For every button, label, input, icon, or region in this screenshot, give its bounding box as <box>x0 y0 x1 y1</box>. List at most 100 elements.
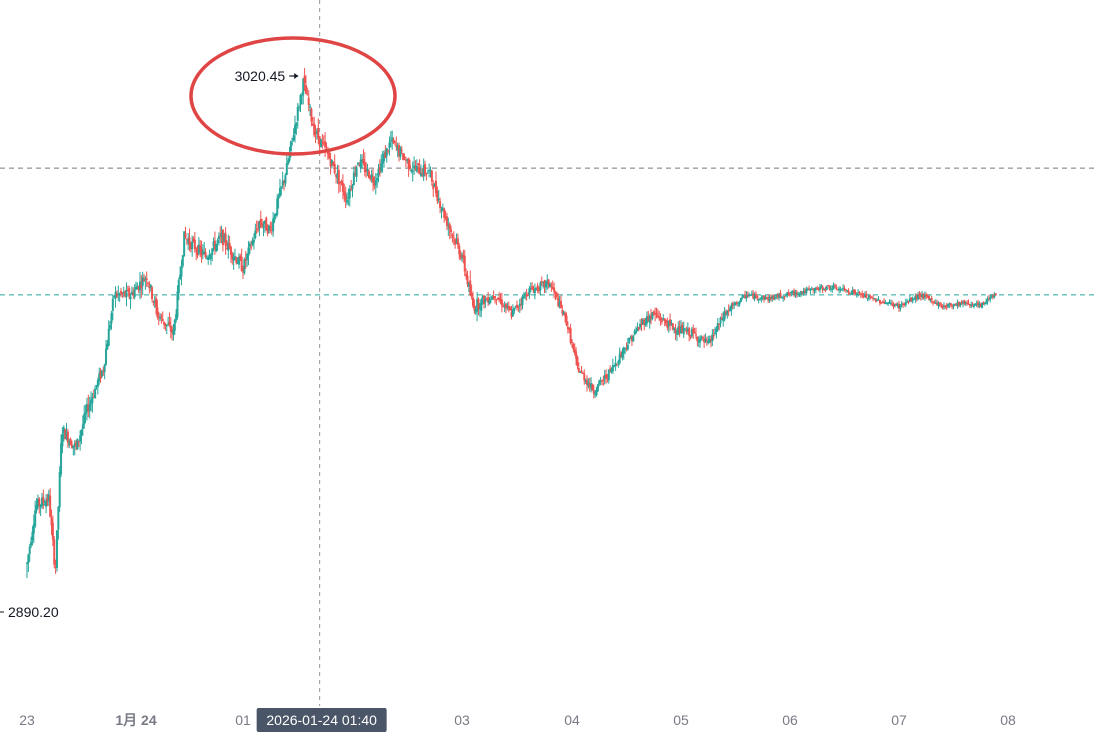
candle-body <box>80 430 83 436</box>
candle <box>27 553 30 572</box>
candle <box>752 289 755 300</box>
candle-body <box>883 301 886 304</box>
candle-body <box>818 287 821 291</box>
candle-body <box>963 300 966 305</box>
candle-body <box>712 335 715 337</box>
candle <box>933 300 936 304</box>
candle <box>452 231 455 246</box>
candle <box>937 301 940 309</box>
candle-body <box>136 287 139 290</box>
candle <box>455 233 458 245</box>
candle-body <box>439 201 442 209</box>
candle-body <box>907 301 910 303</box>
candle-body <box>117 293 120 295</box>
horizontal-lines-layer <box>0 167 1097 296</box>
candle-body <box>630 336 633 342</box>
candle <box>132 287 135 299</box>
candle-body <box>895 303 898 306</box>
candle-body <box>199 245 202 250</box>
candle-body <box>317 127 320 139</box>
candle-body <box>771 296 774 299</box>
candle-body <box>767 298 770 301</box>
candle-body <box>514 305 517 307</box>
candle <box>914 293 917 303</box>
candle-body <box>564 312 567 317</box>
candle <box>754 291 757 299</box>
candle <box>917 291 920 301</box>
candle <box>912 297 915 300</box>
candle-body <box>802 291 805 294</box>
candle-body <box>536 285 539 290</box>
candle-body <box>816 287 819 290</box>
candle-body <box>862 295 865 297</box>
candle <box>704 333 707 344</box>
candle <box>611 358 614 375</box>
candle-body <box>443 208 446 218</box>
candle-body <box>27 554 30 564</box>
candle-body <box>700 336 703 339</box>
candle <box>469 270 472 297</box>
candle-body <box>94 388 97 399</box>
candle-body <box>644 322 647 325</box>
candle <box>705 336 708 346</box>
candle <box>925 292 928 300</box>
candle <box>348 185 351 207</box>
x-tick-label: 04 <box>564 712 580 728</box>
candle <box>810 286 813 291</box>
candle-body <box>347 197 350 199</box>
candle <box>798 292 801 297</box>
candle <box>30 536 33 549</box>
candle-body <box>62 427 65 434</box>
candle-body <box>70 444 73 448</box>
candle-body <box>704 339 707 342</box>
candle-body <box>575 351 578 359</box>
candle-body <box>927 295 930 300</box>
candle <box>983 302 986 306</box>
candle <box>278 178 281 198</box>
candle <box>784 293 787 297</box>
candle <box>923 291 926 301</box>
candle <box>813 287 816 295</box>
candle-body <box>110 313 113 324</box>
candle-body <box>930 298 933 301</box>
candle <box>666 317 669 331</box>
candle <box>566 321 569 334</box>
candle-body <box>731 303 734 306</box>
candle-body <box>30 541 33 546</box>
candle-body <box>846 290 849 292</box>
candle <box>546 274 549 290</box>
candle-body <box>415 165 418 172</box>
candle-body <box>933 302 936 304</box>
candle-body <box>196 248 199 256</box>
candle <box>428 163 431 178</box>
candle <box>231 251 234 265</box>
candle-body <box>993 294 996 298</box>
candle-body <box>675 333 678 335</box>
candle-body <box>749 294 752 296</box>
candle <box>432 180 435 198</box>
candle-body <box>825 285 828 291</box>
candle-body <box>511 309 514 317</box>
candle-body <box>531 286 534 290</box>
candle-body <box>243 259 246 274</box>
candle <box>598 379 601 387</box>
candle-body <box>690 329 693 336</box>
candle-body <box>637 326 640 330</box>
candle-body <box>341 182 344 193</box>
candle-body <box>236 263 239 265</box>
candle-body <box>707 340 710 344</box>
candle-body <box>769 297 772 300</box>
candle <box>535 287 538 291</box>
candle <box>135 281 137 291</box>
candle <box>873 297 876 300</box>
candle-body <box>32 523 35 534</box>
candle <box>560 295 562 309</box>
candle-body <box>187 240 190 243</box>
candle <box>647 310 650 323</box>
candle-body <box>57 506 60 530</box>
candle <box>731 301 734 310</box>
candle <box>985 298 988 305</box>
candle-body <box>990 296 993 298</box>
